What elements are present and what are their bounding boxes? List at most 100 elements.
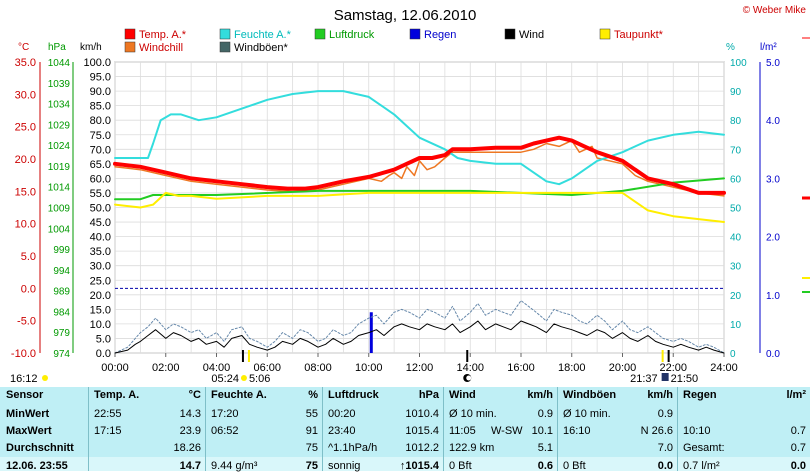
wind-tick-label: 50.0 [90,203,111,215]
table-cell: 17:20 [211,408,239,420]
table-cell: Sensor [6,389,44,401]
humidity-tick-label: 20 [730,291,742,302]
table-cell: 0.7 [790,442,806,454]
legend-label: Windchill [139,42,183,54]
table-col-divider [557,387,558,471]
pressure-tick-label: 1044 [48,58,71,69]
wind-tick-label: 20.0 [90,290,111,302]
current-row-background [0,457,810,471]
wind-tick-label: 85.0 [90,101,111,113]
rain-unit-label: l/m² [760,42,777,53]
humidity-tick-label: 30 [730,262,742,273]
table-col-divider [205,387,206,471]
table-cell: 0.7 [790,425,806,437]
humidity-tick-label: 70 [730,145,742,156]
pressure-tick-label: 1039 [48,79,71,90]
table-cell: 23:40 [328,425,356,437]
table-cell: Windböen [563,389,617,401]
moon-icon-highlight [466,375,472,381]
rain-bar [369,312,373,353]
table-col-divider [443,387,444,471]
table-cell: sonnig [328,460,361,472]
rain-tick-label: 0.0 [766,349,780,360]
table-cell: MaxWert [6,425,52,437]
table-cell: 11:05 [449,425,476,437]
wind-tick-label: 70.0 [90,144,111,156]
pressure-tick-label: 974 [53,349,70,360]
sunset-label-2: 21:50 [671,373,699,384]
wind-tick-label: 15.0 [90,304,111,316]
series-line-luftdruck [114,177,725,201]
legend-label: Feuchte A.* [234,29,292,41]
table-cell: 18.26 [173,442,201,454]
table-cell: 1010.4 [405,408,439,420]
x-tick-label: 18:00 [558,362,586,374]
wind-unit-label: km/h [80,42,102,53]
sunset-icon [661,373,669,381]
series-layer [113,90,726,354]
table-cell: ↑1015.4 [399,460,439,472]
wind-tick-label: 60.0 [90,173,111,185]
pressure-tick-label: 1029 [48,120,71,131]
humidity-tick-label: 50 [730,204,742,215]
temp-unit-label: °C [18,42,29,53]
pressure-tick-label: 989 [53,287,70,298]
table-cell: 0.6 [537,460,553,472]
x-tick-label: 00:00 [101,362,129,374]
x-tick-label: 20:00 [609,362,637,374]
legend-label: Regen [424,29,456,41]
temp-tick-label: 15.0 [15,186,36,198]
x-tick-label: 14:00 [456,362,484,374]
x-tick-label: 02:00 [152,362,180,374]
sunrise-label: 05:24 [211,373,239,384]
table-cell: MinWert [6,408,50,420]
table-cell: Feuchte A. [211,389,267,401]
table-cell: Durchschnitt [6,442,74,454]
legend-swatch [314,28,326,40]
table-cell: 9.44 g/m³ [211,460,258,472]
temp-tick-label: 20.0 [15,154,36,166]
temp-tick-label: -10.0 [11,348,36,360]
table-cell: Wind [449,389,476,401]
wind-tick-label: 25.0 [90,275,111,287]
table-cell: 75 [305,460,318,472]
temp-tick-label: 10.0 [15,219,36,231]
table-cell: N 26.6 [640,425,673,437]
series-line-tempa [113,135,726,195]
sun-icon [42,375,48,381]
humidity-tick-label: 60 [730,174,742,185]
pressure-tick-label: 1024 [48,141,71,152]
table-cell: 122.9 km [449,442,495,454]
wind-tick-label: 65.0 [90,159,111,171]
legend-swatch [504,28,516,40]
legend-swatch [124,28,136,40]
table-cell: 5.1 [537,442,553,454]
x-tick-label: 04:00 [203,362,231,374]
pressure-tick-label: 984 [53,307,70,318]
sunrise-label-2: 5:06 [249,373,270,384]
pressure-tick-label: 999 [53,245,70,256]
table-cell: °C [188,389,201,401]
table-cell: 0.7 l/m² [683,460,720,472]
temp-tick-label: 30.0 [15,89,36,101]
wind-tick-label: 75.0 [90,130,111,142]
table-cell: 12.06. 23:55 [6,460,68,472]
humidity-tick-label: 0 [730,349,736,360]
pressure-unit-label: hPa [48,42,66,53]
series-line-taupunkt [114,191,725,223]
pressure-tick-label: 1009 [48,204,71,215]
legend: Temp. A.* Feuchte A.* Luftdruck Regen Wind Ta… [124,28,664,54]
table-cell: km/h [647,389,673,401]
table-cell: 75 [305,442,318,454]
temp-tick-label: -5.0 [17,316,36,328]
wind-tick-label: 95.0 [90,72,111,84]
table-cell: 0.9 [537,408,553,420]
humidity-tick-label: 80 [730,116,742,127]
table-cell: 55 [305,408,318,420]
series-line-wind [114,320,725,354]
x-tick-label: 22:00 [659,362,687,374]
table-col-divider [88,387,89,471]
table-cell: hPa [418,389,439,401]
sunset-label: 21:37 [630,373,658,384]
rain-tick-label: 1.0 [766,291,780,302]
